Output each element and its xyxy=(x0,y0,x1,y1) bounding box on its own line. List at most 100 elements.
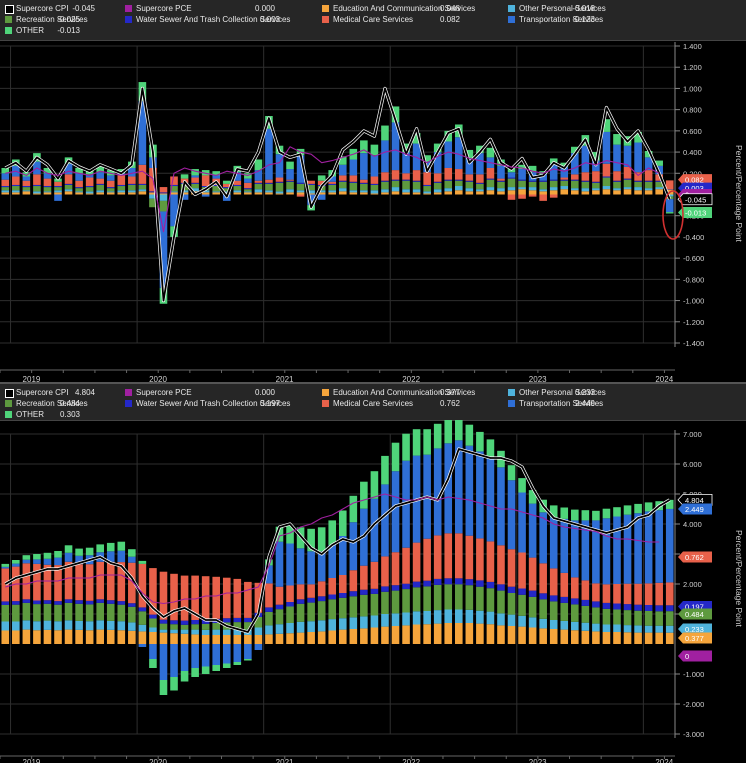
bar-segment-trans xyxy=(338,164,347,176)
y-tick-label: -0.800 xyxy=(683,275,704,284)
bar-segment-trans xyxy=(1,566,10,569)
bar-segment-rec xyxy=(286,181,294,190)
bar-segment-water xyxy=(244,188,252,190)
bar-segment-opers xyxy=(528,187,537,191)
bar-segment-other xyxy=(117,541,126,551)
bar-segment-other xyxy=(370,471,379,499)
bar-segment-edu xyxy=(560,629,569,644)
bar-segment-med xyxy=(317,180,326,185)
bar-segment-med xyxy=(117,175,126,185)
bar-segment-edu xyxy=(518,189,526,195)
bar-segment-rec xyxy=(96,184,104,191)
bar-segment-water xyxy=(170,184,178,187)
bar-segment-water xyxy=(233,184,242,187)
bar-segment-rec xyxy=(159,623,168,630)
bar-segment-med xyxy=(349,175,358,182)
bar-segment-edu xyxy=(64,629,73,644)
bar-segment-med xyxy=(423,538,431,581)
bar-segment-rec xyxy=(138,184,147,190)
bar-segment-water xyxy=(665,189,674,190)
bar-segment-other xyxy=(381,455,389,485)
bar-segment-other xyxy=(349,495,358,523)
legend-value: 0.484 xyxy=(59,399,80,408)
bar-segment-trans xyxy=(665,199,674,213)
bar-segment-opers xyxy=(85,621,94,631)
bar-segment-other xyxy=(75,548,83,556)
bar-segment-edu xyxy=(370,627,379,644)
legend-swatch xyxy=(322,389,329,396)
bar-segment-trans xyxy=(497,165,505,179)
bar-segment-other xyxy=(244,659,252,661)
bar-segment-water xyxy=(539,593,547,600)
bar-segment-trans xyxy=(43,558,52,565)
legend-swatch xyxy=(5,411,12,418)
bar-segment-trans xyxy=(581,145,590,173)
bar-segment-other xyxy=(518,478,526,493)
bar-segment-opers xyxy=(613,188,621,191)
bar-segment-edu xyxy=(128,192,136,195)
bar-segment-rec xyxy=(307,184,315,191)
bar-segment-other xyxy=(64,545,73,553)
bar-segment-edu xyxy=(75,192,83,195)
bar-segment-rec xyxy=(613,181,621,189)
bar-segment-rec xyxy=(497,181,505,189)
bar-segment-med xyxy=(1,568,10,602)
legend-value: -0.123 xyxy=(572,15,595,24)
bar-segment-trans xyxy=(634,142,642,173)
bar-segment-water xyxy=(644,180,653,182)
bar-segment-med xyxy=(623,583,632,605)
bar-segment-med xyxy=(233,578,242,618)
bar-segment-opers xyxy=(592,188,600,191)
bar-segment-trans xyxy=(106,175,115,181)
bar-segment-edu xyxy=(360,628,368,644)
bar-segment-rec xyxy=(623,610,632,626)
bar-segment-other xyxy=(96,544,104,553)
bar-segment-edu xyxy=(317,192,326,195)
legend-value: -0.013 xyxy=(57,26,80,35)
bar-segment-other xyxy=(106,542,115,552)
bar-segment-opers xyxy=(370,615,379,628)
bar-segment-trans xyxy=(539,174,547,181)
bar-segment-trans xyxy=(191,175,199,178)
bar-segment-opers xyxy=(528,617,537,628)
bar-segment-other xyxy=(644,151,653,158)
bar-segment-edu xyxy=(623,632,632,644)
bar-segment-med xyxy=(75,564,83,601)
bar-segment-trans xyxy=(296,155,305,183)
bar-segment-rec xyxy=(33,604,41,622)
bar-segment-edu xyxy=(571,630,579,644)
bar-segment-med xyxy=(655,174,663,181)
bar-segment-med xyxy=(254,582,263,613)
bar-segment-edu xyxy=(328,192,337,195)
bar-segment-edu xyxy=(433,623,442,644)
bar-segment-other xyxy=(212,665,221,671)
bar-segment-edu xyxy=(85,630,94,644)
legend-label: Other Personal Services xyxy=(519,388,606,397)
bar-segment-trans xyxy=(613,144,621,172)
bar-segment-rec xyxy=(433,182,442,190)
bar-segment-water xyxy=(592,181,600,183)
bar-segment-water xyxy=(571,598,579,605)
bar-segment-opers xyxy=(307,621,315,632)
bar-segment-opers xyxy=(412,189,421,193)
bar-segment-trans xyxy=(328,545,337,578)
bar-segment-opers xyxy=(634,625,642,633)
bar-segment-edu xyxy=(655,632,663,644)
bar-segment-rec xyxy=(43,187,52,192)
bar-segment-edu xyxy=(265,634,273,644)
bar-segment-opers xyxy=(381,189,389,193)
bar-segment-rec xyxy=(402,180,410,190)
bar-segment-opers xyxy=(423,191,431,194)
bar-segment-med xyxy=(665,582,674,606)
bar-segment-opers xyxy=(201,190,210,193)
bar-segment-water xyxy=(96,599,104,603)
bar-segment-med xyxy=(360,565,368,590)
bar-segment-opers xyxy=(549,187,558,191)
bar-segment-opers xyxy=(433,610,442,624)
bar-segment-med xyxy=(634,583,642,605)
bar-segment-med xyxy=(54,181,62,187)
bar-segment-other xyxy=(43,167,52,174)
bar-segment-other xyxy=(613,134,621,145)
bar-segment-rec xyxy=(423,186,431,192)
bar-segment-rec xyxy=(381,591,389,614)
